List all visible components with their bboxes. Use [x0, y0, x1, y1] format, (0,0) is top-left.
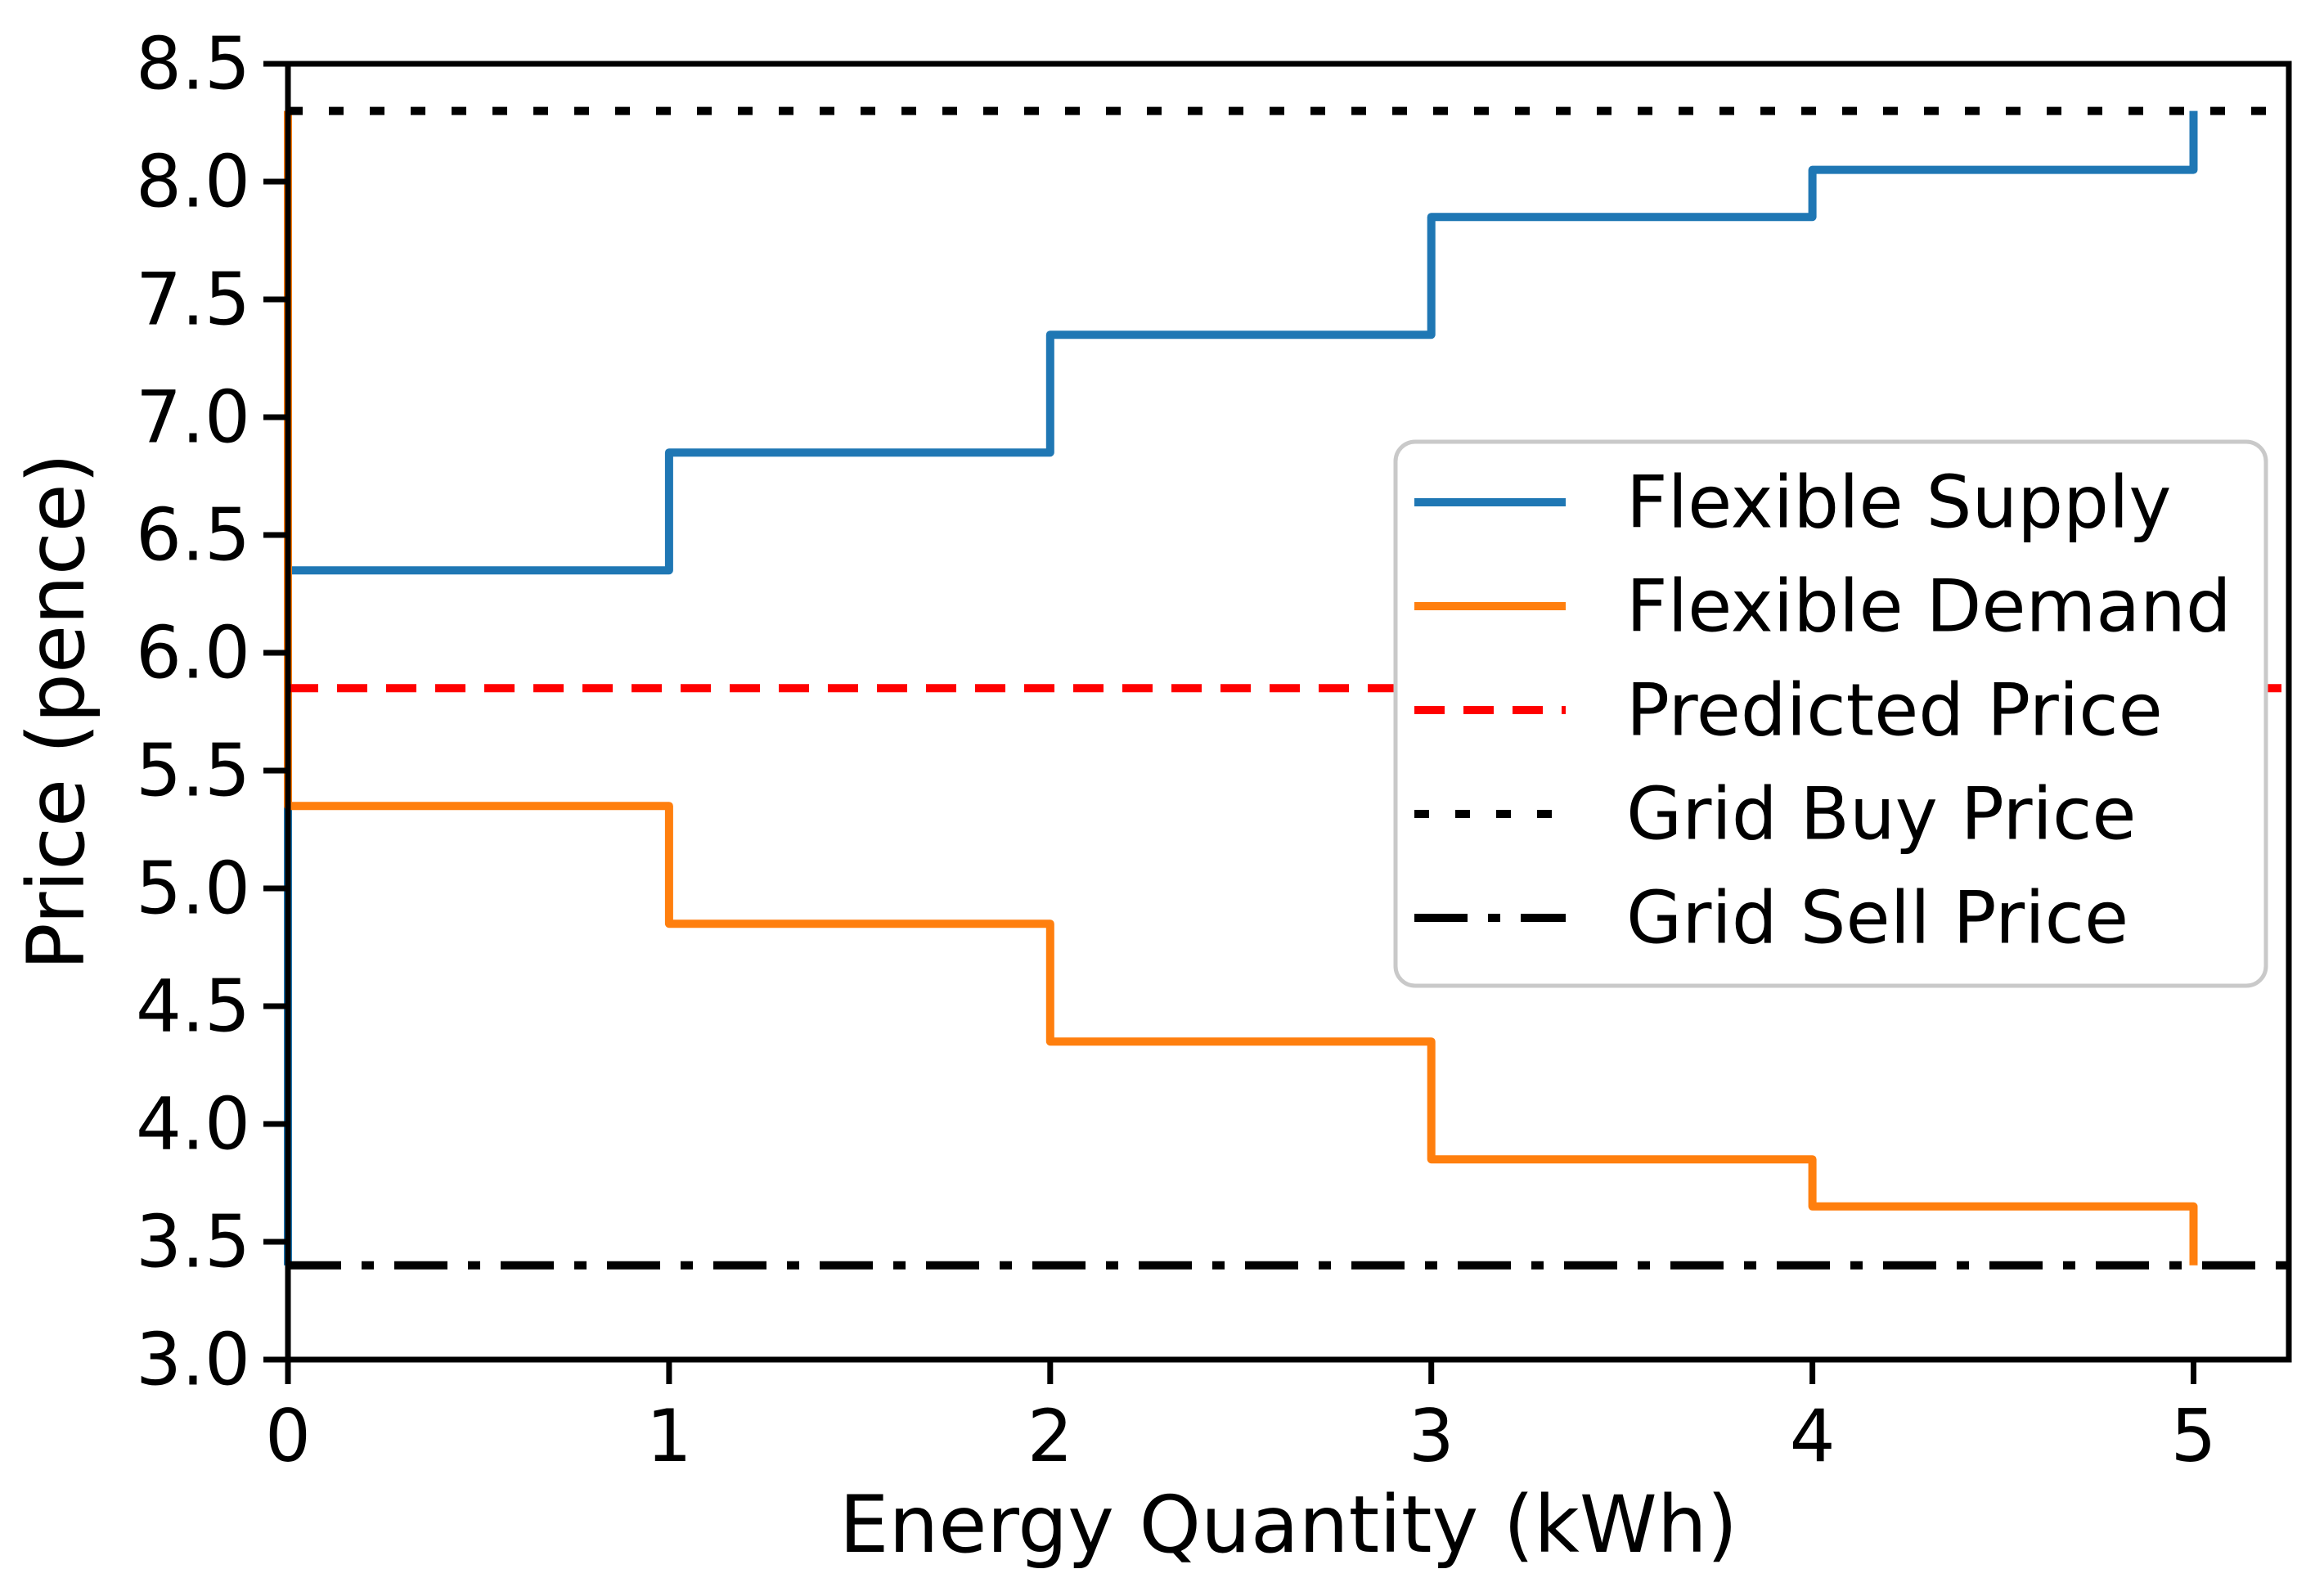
x-tick-label-0: 0 — [265, 1394, 311, 1478]
x-axis-title: Energy Quantity (kWh) — [838, 1479, 1738, 1571]
flexible-demand-line — [284, 110, 2198, 1266]
y-tick-label-6: 6.0 — [136, 611, 250, 695]
y-tick-label-8: 8.0 — [136, 140, 250, 224]
y-tick-label-8.5: 8.5 — [136, 22, 250, 106]
legend-label-grid-buy-price: Grid Buy Price — [1626, 772, 2137, 856]
y-tick-label-5: 5.0 — [136, 847, 250, 931]
y-tick-label-4: 4.0 — [136, 1082, 250, 1167]
x-tick-label-2: 2 — [1027, 1394, 1073, 1478]
legend-label-flexible-demand: Flexible Demand — [1626, 564, 2232, 649]
flexible-supply-line — [284, 110, 2198, 1266]
x-tick-label-5: 5 — [2171, 1394, 2217, 1478]
x-tick-label-3: 3 — [1409, 1394, 1454, 1478]
legend-label-flexible-supply: Flexible Supply — [1626, 461, 2172, 545]
y-tick-label-7.5: 7.5 — [136, 258, 250, 342]
x-tick-label-4: 4 — [1790, 1394, 1836, 1478]
legend-label-grid-sell-price: Grid Sell Price — [1626, 876, 2128, 960]
x-tick-label-1: 1 — [646, 1394, 692, 1478]
y-tick-label-3: 3.0 — [136, 1318, 250, 1402]
plot-border — [285, 61, 2292, 1363]
y-tick-label-3.5: 3.5 — [136, 1200, 250, 1284]
y-axis-title: Price (pence) — [11, 452, 103, 971]
y-tick-label-7: 7.0 — [136, 375, 250, 460]
y-tick-label-5.5: 5.5 — [136, 729, 250, 813]
y-tick-label-6.5: 6.5 — [136, 493, 250, 578]
legend-label-predicted-price: Predicted Price — [1626, 668, 2163, 753]
y-tick-label-4.5: 4.5 — [136, 964, 250, 1049]
legend-box — [1393, 439, 2268, 988]
